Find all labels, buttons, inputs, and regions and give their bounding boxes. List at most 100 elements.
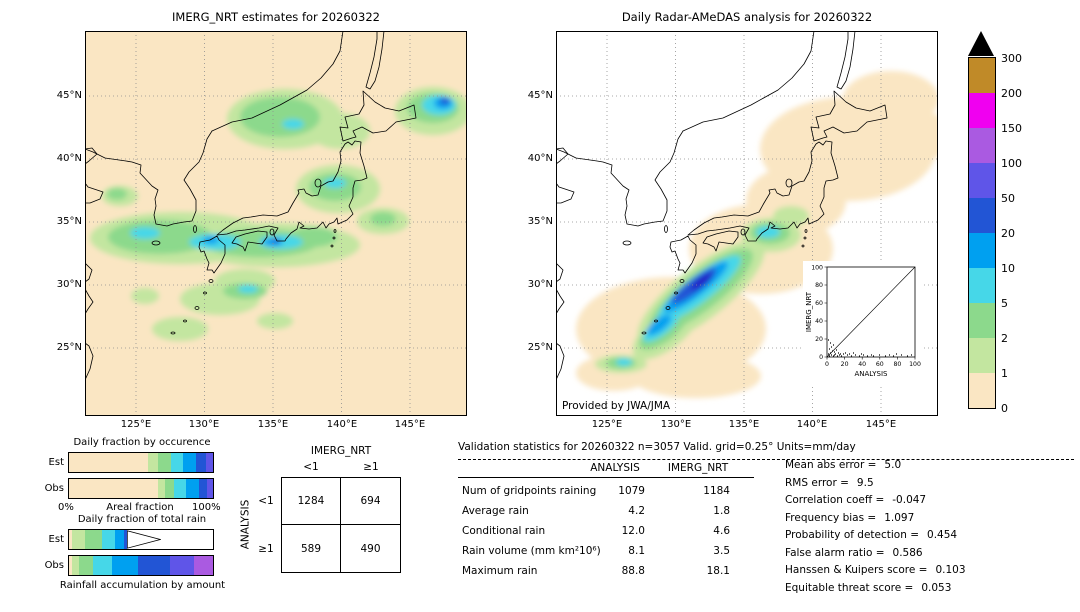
svg-text:100: 100 bbox=[811, 265, 823, 272]
rain-class-segment bbox=[207, 479, 213, 498]
right-map-title: Daily Radar-AMeDAS analysis for 20260322 bbox=[621, 10, 873, 24]
rain-class-segment bbox=[79, 556, 94, 575]
rain-class-segment bbox=[112, 556, 139, 575]
radar-rain-field bbox=[576, 71, 938, 398]
colorbar-tick-label: 300 bbox=[1001, 52, 1022, 65]
left-lon-tick: 145°E bbox=[394, 419, 426, 430]
right-lat-tick: 40°N bbox=[527, 153, 553, 164]
rain-class-segment bbox=[71, 556, 80, 575]
obs-label: Obs bbox=[44, 483, 64, 494]
inset-scatter: 0 20 40 60 80 100 0 20 40 60 80 100 ANAL… bbox=[803, 261, 921, 387]
colorbar-tick-label: 150 bbox=[1001, 122, 1022, 135]
contingency-cell: 1284 bbox=[282, 478, 341, 525]
colorbar-segment bbox=[969, 233, 995, 268]
validation-value-imerg: 1184 bbox=[703, 485, 730, 497]
rain-class-segment bbox=[93, 556, 113, 575]
rain-class-segment bbox=[174, 479, 186, 498]
validation-value-imerg: 18.1 bbox=[706, 565, 730, 577]
colorbar-tick-label: 0 bbox=[1001, 402, 1008, 415]
right-lat-tick: 25°N bbox=[527, 342, 553, 353]
rain-class-segment bbox=[185, 479, 199, 498]
rain-class-segment bbox=[171, 453, 183, 472]
colorbar-tick-label: 1 bbox=[1001, 367, 1008, 380]
rain-class-segment bbox=[69, 530, 72, 549]
rain-class-segment bbox=[205, 453, 213, 472]
score-line: Correlation coeff = -0.047 bbox=[785, 494, 927, 506]
rain-class-segment bbox=[69, 556, 72, 575]
rain-class-segment bbox=[71, 530, 85, 549]
right-lon-tick: 125°E bbox=[591, 419, 623, 430]
contingency-col-label: <1 bbox=[303, 461, 319, 473]
svg-text:80: 80 bbox=[815, 282, 823, 289]
score-line: Frequency bias = 1.097 bbox=[785, 512, 915, 524]
inset-y-ticks bbox=[824, 266, 827, 358]
left-lon-tick: 140°E bbox=[326, 419, 358, 430]
imerg-map-panel bbox=[85, 31, 467, 416]
inset-x-tick-labels: 0 20 40 60 80 100 bbox=[825, 361, 921, 368]
left-lon-tick: 130°E bbox=[188, 419, 220, 430]
rain-class-segment bbox=[194, 556, 213, 575]
areal-axis-label: Areal fraction bbox=[106, 502, 174, 513]
rain-class-segment bbox=[195, 453, 206, 472]
svg-text:60: 60 bbox=[876, 361, 884, 368]
rain-class-segment bbox=[198, 479, 208, 498]
colorbar-segment bbox=[969, 303, 995, 338]
contingency-cell: 694 bbox=[341, 478, 400, 525]
rain-class-segment bbox=[102, 530, 116, 549]
validation-value-imerg: 1.8 bbox=[713, 505, 730, 517]
left-map-title: IMERG_NRT estimates for 20260322 bbox=[172, 10, 380, 24]
svg-text:0: 0 bbox=[819, 354, 823, 361]
validation-row-label: Average rain bbox=[462, 505, 529, 517]
colorbar-segment bbox=[969, 163, 995, 198]
colorbar-tick-label: 50 bbox=[1001, 192, 1015, 205]
colorbar-tick-label: 10 bbox=[1001, 262, 1015, 275]
svg-text:80: 80 bbox=[893, 361, 901, 368]
validation-row-label: Maximum rain bbox=[462, 565, 538, 577]
contingency-row-label: ≥1 bbox=[258, 543, 274, 555]
colorbar-segment bbox=[969, 93, 995, 128]
identity-line bbox=[826, 266, 916, 358]
right-lat-tick: 30°N bbox=[527, 279, 553, 290]
rain-class-segment bbox=[138, 556, 170, 575]
left-lon-tick: 135°E bbox=[257, 419, 289, 430]
right-lon-tick: 145°E bbox=[865, 419, 897, 430]
contingency-table: 1284 694 589 490 bbox=[281, 477, 401, 573]
right-lat-tick: 35°N bbox=[527, 216, 553, 227]
score-line: False alarm ratio = 0.586 bbox=[785, 547, 923, 559]
contingency-row-label: <1 bbox=[258, 495, 274, 507]
colorbar-segment bbox=[969, 58, 995, 93]
colorbar-tick-label: 20 bbox=[1001, 227, 1015, 240]
occurrence-obs-bar bbox=[68, 478, 214, 499]
svg-text:20: 20 bbox=[815, 336, 823, 343]
rain-class-segment bbox=[158, 479, 166, 498]
scatter-points bbox=[828, 339, 912, 357]
colorbar-segment bbox=[969, 338, 995, 373]
colorbar-segment bbox=[969, 373, 995, 408]
rain-class-segment bbox=[69, 479, 159, 498]
imerg-map bbox=[85, 31, 467, 416]
left-lat-tick: 45°N bbox=[56, 90, 82, 101]
rain-class-segment bbox=[165, 479, 175, 498]
colorbar-tick-label: 2 bbox=[1001, 332, 1008, 345]
validation-value-imerg: 3.5 bbox=[713, 545, 730, 557]
occurrence-title: Daily fraction by occurence bbox=[73, 437, 211, 448]
validation-col-imerg: IMERG_NRT bbox=[667, 462, 729, 474]
contingency-col-label: ≥1 bbox=[363, 461, 379, 473]
colorbar-tick-label: 200 bbox=[1001, 87, 1022, 100]
rain-class-segment bbox=[169, 556, 195, 575]
validation-value-analysis: 4.2 bbox=[628, 505, 645, 517]
contingency-cell: 589 bbox=[282, 525, 341, 572]
inset-xlabel: ANALYSIS bbox=[854, 370, 888, 378]
est-label: Est bbox=[48, 534, 64, 545]
svg-text:0: 0 bbox=[825, 361, 829, 368]
left-lat-tick: 30°N bbox=[56, 279, 82, 290]
areal-axis-min: 0% bbox=[58, 502, 74, 513]
validation-row-label: Num of gridpoints raining bbox=[462, 485, 597, 497]
radar-map-panel: 0 20 40 60 80 100 0 20 40 60 80 100 ANAL… bbox=[556, 31, 938, 416]
right-lon-tick: 140°E bbox=[796, 419, 828, 430]
left-lat-tick: 35°N bbox=[56, 216, 82, 227]
colorbar-overflow-triangle bbox=[968, 31, 994, 56]
est-taper-wedge bbox=[126, 530, 162, 549]
total-rain-est-bar bbox=[68, 529, 214, 550]
contingency-col-group: IMERG_NRT bbox=[310, 445, 372, 457]
